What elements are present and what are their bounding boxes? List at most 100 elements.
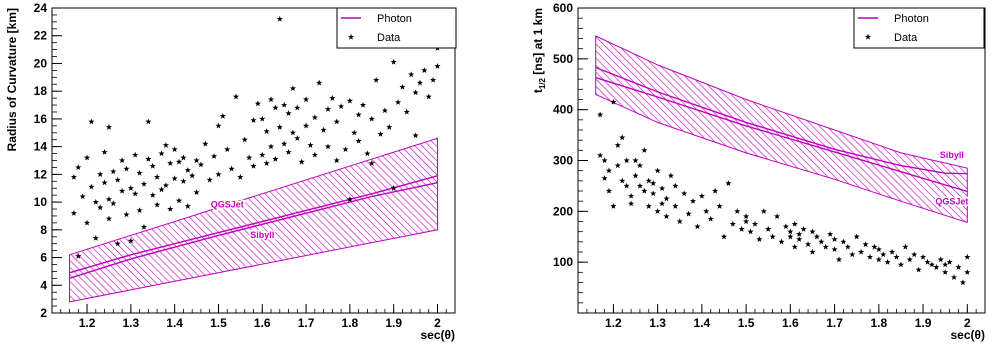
data-point [906, 256, 913, 263]
data-point [263, 160, 270, 166]
y-tick-label: 300 [553, 154, 573, 168]
data-point [425, 93, 432, 100]
data-point [167, 205, 174, 212]
data-point [862, 241, 869, 247]
data-point [127, 237, 134, 244]
data-point [145, 155, 152, 162]
data-point [605, 167, 613, 174]
data-point [844, 243, 851, 250]
data-point [601, 157, 608, 164]
data-point [942, 269, 949, 275]
data-point [88, 183, 95, 190]
data-point [614, 162, 621, 169]
data-point [123, 165, 130, 172]
data-point [373, 76, 380, 83]
data-point [132, 190, 139, 197]
data-point [720, 233, 728, 240]
data-point [193, 189, 200, 195]
data-point [950, 274, 958, 281]
x-tick-label: 1.6 [254, 316, 271, 330]
data-point [281, 101, 288, 108]
data-point [641, 187, 648, 194]
data-point [924, 258, 931, 265]
data-point [889, 248, 896, 255]
data-point [805, 241, 812, 247]
data-point [215, 171, 222, 177]
data-point [79, 193, 86, 200]
y-axis-title: Radius of Curvature [km] [5, 8, 19, 151]
data-point [158, 150, 165, 157]
data-point [412, 89, 419, 96]
data-point [875, 246, 882, 253]
x-tick-label: 1.8 [342, 316, 359, 330]
data-point [946, 258, 953, 265]
data-point [70, 173, 77, 180]
data-point [368, 160, 375, 166]
data-point [232, 93, 240, 100]
sibyll-model-line [595, 66, 968, 175]
data-point [211, 153, 218, 159]
data-point [324, 143, 332, 150]
data-point [219, 112, 226, 119]
data-point [303, 122, 310, 129]
data-point [351, 129, 358, 136]
data-point [333, 118, 340, 125]
y-tick-label: 14 [34, 140, 48, 154]
data-point [97, 171, 104, 177]
data-point [386, 124, 393, 130]
data-point [672, 182, 679, 189]
x-tick-label: 1.2 [605, 316, 622, 330]
data-point [751, 220, 758, 227]
y-tick-label: 200 [553, 204, 573, 218]
data-point [858, 248, 865, 255]
data-point [158, 186, 165, 193]
qgsjet-label: QGSJet [935, 197, 968, 207]
data-point [822, 243, 829, 250]
legend-marker-swatch [347, 33, 355, 40]
y-tick-label: 12 [34, 167, 48, 181]
data-point [145, 118, 152, 125]
data-point [224, 146, 231, 152]
data-point [659, 185, 666, 192]
data-point [70, 209, 77, 216]
data-point [897, 261, 904, 268]
data-point [645, 203, 652, 209]
data-point [250, 117, 257, 123]
data-point [162, 182, 169, 189]
data-point [756, 236, 763, 242]
data-point [294, 104, 301, 111]
data-point [246, 154, 253, 161]
data-point [97, 204, 104, 211]
data-point [667, 172, 674, 179]
data-point [716, 203, 723, 209]
x-tick-label: 2 [434, 316, 441, 330]
data-point [610, 98, 617, 105]
data-point [712, 187, 719, 194]
data-point [875, 256, 882, 263]
data-point [809, 248, 816, 255]
data-point [338, 103, 345, 110]
data-point [893, 253, 900, 260]
y-tick-label: 6 [40, 251, 47, 265]
data-point [197, 161, 204, 168]
data-point [311, 151, 318, 158]
data-point [92, 198, 99, 205]
data-point [381, 107, 388, 114]
data-point [654, 167, 661, 174]
data-point [149, 191, 156, 198]
data-point [307, 142, 314, 148]
data-point [298, 158, 305, 165]
data-point [289, 85, 296, 91]
data-point [650, 190, 657, 197]
data-point [694, 223, 701, 230]
y-tick-label: 18 [34, 84, 48, 98]
data-point [800, 225, 807, 232]
qgsjet-label: QGSJet [211, 200, 244, 210]
data-point [871, 243, 878, 250]
data-point [202, 140, 209, 147]
data-point [303, 96, 310, 103]
x-axis-title: sec(θ) [421, 328, 456, 342]
data-point [171, 146, 178, 152]
data-point [101, 148, 108, 155]
data-point [619, 134, 626, 141]
